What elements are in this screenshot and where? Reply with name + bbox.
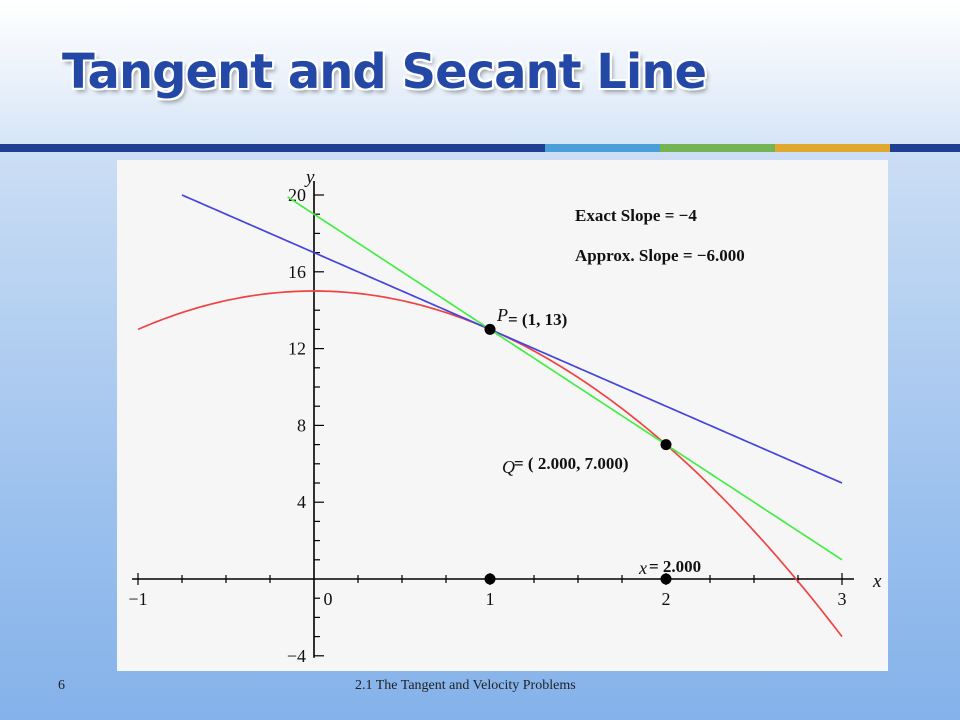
- x-axis-label: x: [872, 571, 882, 592]
- x-marker-label: = 2.000: [649, 557, 701, 576]
- data-point: [660, 439, 672, 451]
- y-tick-label: −4: [287, 646, 306, 666]
- footer-title: 2.1 The Tangent and Velocity Problems: [355, 678, 576, 693]
- x-tick-label: 3: [838, 589, 847, 609]
- data-point: [660, 573, 672, 585]
- accent-bar: [0, 144, 960, 152]
- point-p-var: P: [496, 305, 508, 325]
- chart-panel: −1 0 1 2 3 −4 4 8 12 16 20 Exact Slope = −4 Approx…: [117, 160, 888, 671]
- accent-segment: [775, 144, 890, 152]
- accent-segment: [890, 144, 960, 152]
- accent-segment: [660, 144, 775, 152]
- tangent-line: [181, 194, 843, 484]
- y-tick-label: 4: [297, 492, 306, 512]
- data-point: [484, 573, 496, 585]
- y-tick-label: 12: [288, 339, 306, 359]
- x-tick-label: 2: [662, 589, 671, 609]
- secant-line: [287, 196, 843, 561]
- points-group: [484, 323, 672, 585]
- y-tick-label: 16: [288, 262, 306, 282]
- x-marker-var: x: [638, 558, 647, 578]
- data-point: [484, 323, 496, 335]
- title-band: [0, 0, 960, 144]
- accent-segment: [545, 144, 660, 152]
- point-p-label: = (1, 13): [508, 310, 567, 329]
- exact-slope-label: Exact Slope = −4: [575, 206, 697, 225]
- y-tick-label: 20: [288, 185, 306, 205]
- x-tick-label: 1: [486, 589, 495, 609]
- y-axis-label: y: [304, 167, 315, 188]
- x-tick-label: 0: [324, 589, 333, 609]
- x-tick-label: −1: [128, 589, 147, 609]
- accent-segment: [0, 144, 545, 152]
- slide-number: 6: [58, 678, 65, 693]
- chart-text: Exact Slope = −4 Approx. Slope = −6.000 …: [304, 167, 882, 592]
- slide-title: Tangent and Secant Line: [62, 44, 707, 100]
- point-q-label: = ( 2.000, 7.000): [514, 454, 629, 473]
- y-tick-label: 8: [297, 415, 306, 435]
- point-q-var: Q: [502, 457, 515, 477]
- approx-slope-label: Approx. Slope = −6.000: [575, 246, 745, 265]
